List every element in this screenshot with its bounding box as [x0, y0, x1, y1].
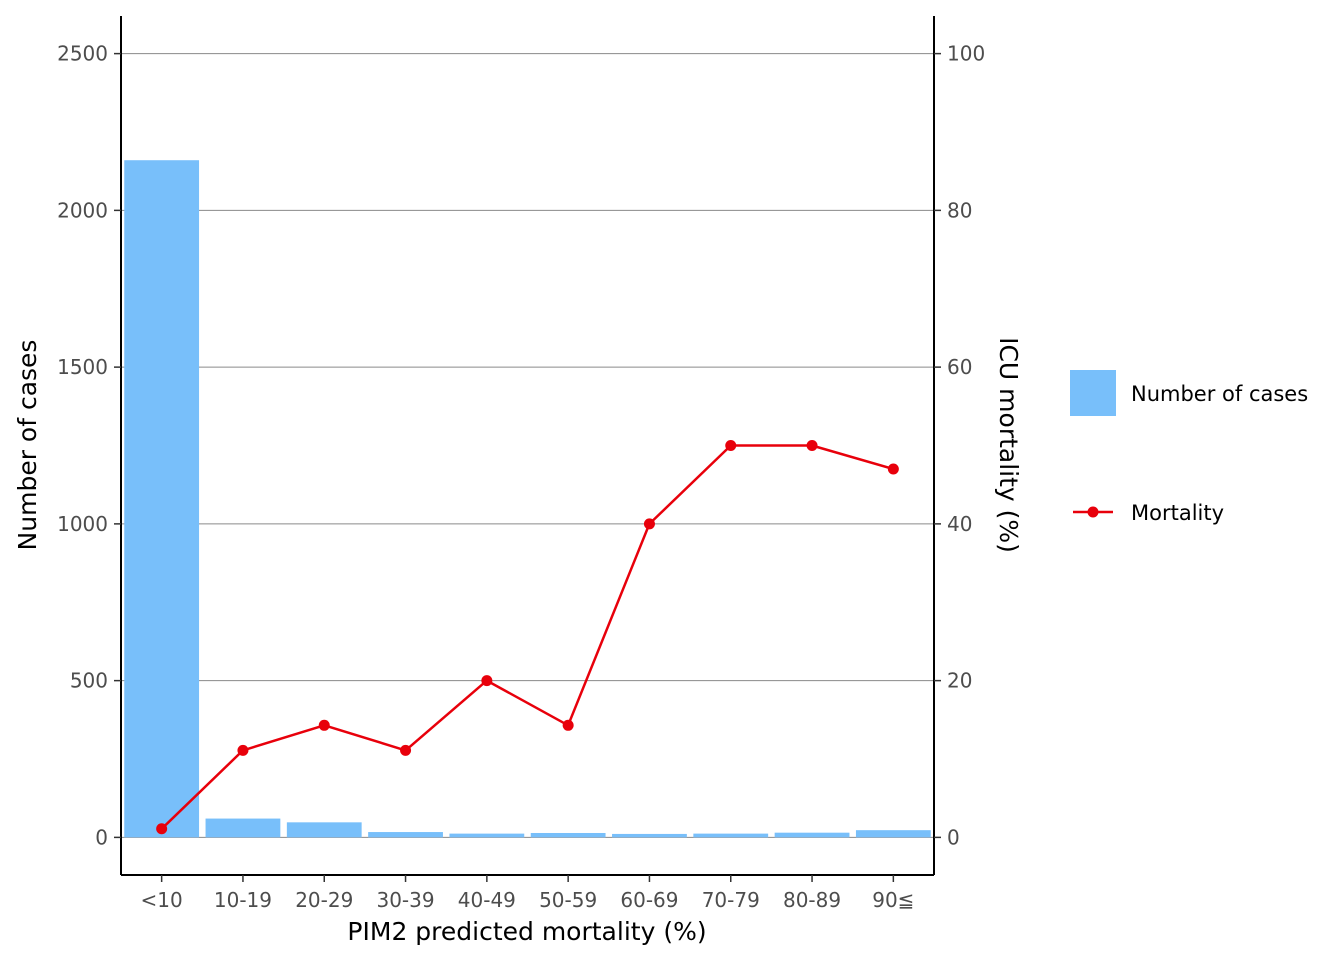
legend-label-mortality: Mortality: [1131, 501, 1224, 525]
left-tick-label: 0: [95, 825, 108, 849]
y2-axis-title: ICU mortality (%): [994, 337, 1023, 553]
mortality-point: [643, 518, 655, 530]
mortality-point: [562, 719, 574, 731]
bar: [530, 832, 606, 838]
mortality-point: [806, 440, 818, 451]
left-tick-label: 500: [70, 669, 108, 693]
x-tick-label: 50-59: [539, 888, 597, 912]
x-tick-label: 80-89: [783, 888, 841, 912]
bar: [693, 833, 769, 838]
y-axis-title: Number of cases: [13, 340, 42, 551]
left-tick-label: 2000: [57, 198, 108, 222]
bar: [124, 160, 200, 838]
bar: [205, 818, 281, 838]
mortality-line-layer: [156, 440, 899, 835]
bar: [449, 833, 525, 838]
x-tick-label: 70-79: [702, 888, 760, 912]
x-tick-label: 40-49: [458, 888, 516, 912]
right-tick-label: 0: [947, 825, 960, 849]
bar: [774, 832, 850, 838]
mortality-point: [156, 823, 168, 835]
left-tick-label: 2500: [57, 42, 108, 66]
x-tick-label: <10: [141, 888, 183, 912]
legend: Number of cases Mortality: [1070, 370, 1308, 525]
mortality-point: [725, 440, 737, 451]
mortality-point: [318, 719, 330, 731]
left-tick-label: 1000: [57, 512, 108, 536]
legend-key-number-of-cases: [1070, 370, 1116, 416]
right-tick-label: 80: [947, 198, 972, 222]
bars: [124, 160, 931, 838]
bar: [612, 833, 687, 838]
left-tick-label: 1500: [57, 355, 108, 379]
x-tick-label: 10-19: [214, 888, 272, 912]
mortality-line: [160, 444, 894, 830]
x-axis-ticks: <10 10-19 20-29 30-39 40-49 50-59 60-69 70-79 80…: [141, 875, 914, 912]
mortality-point: [887, 463, 899, 475]
x-tick-label: 90≦: [872, 888, 914, 912]
left-axis-ticks: 0 500 1000 1500 2000 2500: [57, 42, 121, 849]
right-tick-label: 40: [947, 512, 972, 536]
mortality-point: [237, 744, 249, 756]
bar: [286, 822, 362, 838]
x-tick-label: 20-29: [295, 888, 353, 912]
legend-key-mortality-point: [1087, 506, 1099, 518]
bar: [855, 830, 931, 838]
x-tick-label: 30-39: [376, 888, 434, 912]
mortality-point: [481, 675, 493, 687]
mortality-point: [400, 744, 412, 756]
right-axis-ticks: 0 20 40 60 80 100: [934, 42, 985, 849]
x-axis-title: PIM2 predicted mortality (%): [347, 917, 706, 946]
right-tick-label: 20: [947, 669, 972, 693]
legend-label-number-of-cases: Number of cases: [1131, 382, 1308, 406]
axes: [120, 16, 935, 876]
bar: [368, 832, 443, 838]
right-tick-label: 60: [947, 355, 972, 379]
right-tick-label: 100: [947, 42, 985, 66]
x-tick-label: 60-69: [620, 888, 678, 912]
